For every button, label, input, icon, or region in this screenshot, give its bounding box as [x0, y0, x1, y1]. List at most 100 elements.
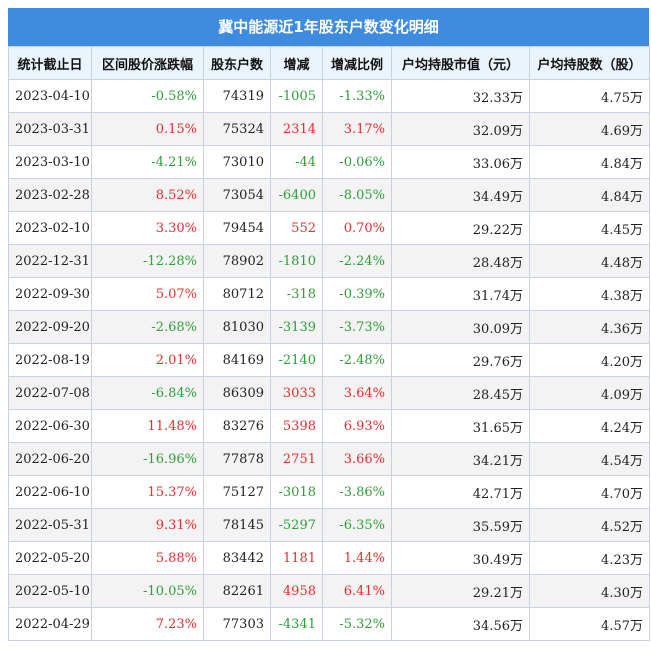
table-body: 2023-04-10 -0.58% 74319 -1005 -1.33% 32.33万 4.…: [8, 79, 650, 641]
cell-avg-value: 29.76万: [391, 343, 530, 377]
cell-price-change: 7.23%: [91, 607, 204, 641]
cell-holders: 77303: [203, 607, 271, 641]
cell-holders: 82261: [203, 574, 271, 608]
cell-holders: 78145: [203, 508, 271, 542]
cell-holders: 77878: [203, 442, 271, 476]
table-row: 2023-02-10 3.30% 79454 552 0.70% 29.22万 4.45万: [8, 211, 650, 245]
cell-price-change: 5.07%: [91, 277, 204, 311]
cell-date: 2022-07-08: [8, 376, 92, 410]
cell-date: 2022-04-29: [8, 607, 92, 641]
table-header-row: 统计截止日 区间股价涨跌幅 股东户数 增减 增减比例 户均持股市值（元） 户均持…: [8, 46, 650, 80]
cell-avg-shares: 4.69万: [529, 112, 650, 146]
cell-price-change: -2.68%: [91, 310, 204, 344]
table-row: 2022-06-10 15.37% 75127 -3018 -3.86% 42.71万 4.…: [8, 475, 650, 509]
cell-price-change: -16.96%: [91, 442, 204, 476]
cell-change-ratio: -1.33%: [322, 79, 392, 113]
cell-date: 2022-05-20: [8, 541, 92, 575]
cell-holders: 86309: [203, 376, 271, 410]
cell-change-ratio: 3.66%: [322, 442, 392, 476]
cell-holders: 81030: [203, 310, 271, 344]
cell-date: 2022-05-31: [8, 508, 92, 542]
cell-avg-value: 32.33万: [391, 79, 530, 113]
cell-holders: 80712: [203, 277, 271, 311]
cell-date: 2023-04-10: [8, 79, 92, 113]
cell-avg-shares: 4.52万: [529, 508, 650, 542]
table-row: 2022-06-20 -16.96% 77878 2751 3.66% 34.21万 4.5…: [8, 442, 650, 476]
cell-avg-value: 29.22万: [391, 211, 530, 245]
cell-holders: 83276: [203, 409, 271, 443]
cell-holders: 75324: [203, 112, 271, 146]
cell-avg-shares: 4.30万: [529, 574, 650, 608]
col-header-price-change: 区间股价涨跌幅: [91, 46, 204, 80]
cell-change: 2751: [270, 442, 323, 476]
cell-change-ratio: -3.86%: [322, 475, 392, 509]
cell-change-ratio: -2.24%: [322, 244, 392, 278]
cell-avg-shares: 4.23万: [529, 541, 650, 575]
holder-change-table: 统计截止日 区间股价涨跌幅 股东户数 增减 增减比例 户均持股市值（元） 户均持…: [8, 46, 650, 641]
cell-holders: 84169: [203, 343, 271, 377]
cell-holders: 83442: [203, 541, 271, 575]
cell-price-change: -4.21%: [91, 145, 204, 179]
cell-avg-value: 29.21万: [391, 574, 530, 608]
col-header-change-ratio: 增减比例: [322, 46, 392, 80]
table-row: 2022-06-30 11.48% 83276 5398 6.93% 31.65万 4.24…: [8, 409, 650, 443]
cell-change: -44: [270, 145, 323, 179]
cell-avg-shares: 4.48万: [529, 244, 650, 278]
cell-date: 2022-05-10: [8, 574, 92, 608]
cell-change-ratio: 6.41%: [322, 574, 392, 608]
col-header-holders: 股东户数: [203, 46, 271, 80]
cell-price-change: -10.05%: [91, 574, 204, 608]
cell-avg-value: 31.65万: [391, 409, 530, 443]
cell-price-change: 9.31%: [91, 508, 204, 542]
table-title: 冀中能源近1年股东户数变化明细: [8, 8, 649, 46]
col-header-date: 统计截止日: [8, 46, 92, 80]
table-row: 2022-08-19 2.01% 84169 -2140 -2.48% 29.76万 4.2…: [8, 343, 650, 377]
cell-avg-shares: 4.54万: [529, 442, 650, 476]
cell-change: -5297: [270, 508, 323, 542]
cell-price-change: -6.84%: [91, 376, 204, 410]
cell-date: 2022-09-30: [8, 277, 92, 311]
cell-change: 5398: [270, 409, 323, 443]
cell-change: -3018: [270, 475, 323, 509]
cell-date: 2023-02-28: [8, 178, 92, 212]
cell-change: 1181: [270, 541, 323, 575]
cell-date: 2022-09-20: [8, 310, 92, 344]
cell-price-change: 8.52%: [91, 178, 204, 212]
table-row: 2023-02-28 8.52% 73054 -6400 -8.05% 34.49万 4.8…: [8, 178, 650, 212]
cell-avg-value: 28.48万: [391, 244, 530, 278]
table-row: 2023-03-10 -4.21% 73010 -44 -0.06% 33.06万 4.84…: [8, 145, 650, 179]
cell-change: -3139: [270, 310, 323, 344]
cell-avg-shares: 4.38万: [529, 277, 650, 311]
cell-date: 2022-06-30: [8, 409, 92, 443]
cell-avg-value: 32.09万: [391, 112, 530, 146]
cell-holders: 73010: [203, 145, 271, 179]
table-row: 2022-05-20 5.88% 83442 1181 1.44% 30.49万 4.23万: [8, 541, 650, 575]
cell-change: 552: [270, 211, 323, 245]
col-header-avg-value: 户均持股市值（元）: [391, 46, 530, 80]
table-row: 2022-04-29 7.23% 77303 -4341 -5.32% 34.56万 4.5…: [8, 607, 650, 641]
cell-avg-value: 31.74万: [391, 277, 530, 311]
cell-avg-shares: 4.24万: [529, 409, 650, 443]
cell-price-change: -12.28%: [91, 244, 204, 278]
cell-avg-value: 34.49万: [391, 178, 530, 212]
cell-change-ratio: 0.70%: [322, 211, 392, 245]
cell-avg-shares: 4.20万: [529, 343, 650, 377]
cell-change-ratio: 1.44%: [322, 541, 392, 575]
cell-holders: 78902: [203, 244, 271, 278]
cell-change: -318: [270, 277, 323, 311]
cell-holders: 75127: [203, 475, 271, 509]
cell-avg-shares: 4.57万: [529, 607, 650, 641]
cell-holders: 73054: [203, 178, 271, 212]
cell-change: -4341: [270, 607, 323, 641]
cell-change: -6400: [270, 178, 323, 212]
cell-change-ratio: 3.64%: [322, 376, 392, 410]
table-row: 2022-07-08 -6.84% 86309 3033 3.64% 28.45万 4.09…: [8, 376, 650, 410]
cell-date: 2022-12-31: [8, 244, 92, 278]
table-row: 2023-03-31 0.15% 75324 2314 3.17% 32.09万 4.69万: [8, 112, 650, 146]
cell-date: 2022-08-19: [8, 343, 92, 377]
cell-change-ratio: -6.35%: [322, 508, 392, 542]
cell-avg-value: 30.09万: [391, 310, 530, 344]
cell-change: 2314: [270, 112, 323, 146]
cell-date: 2023-03-31: [8, 112, 92, 146]
cell-holders: 74319: [203, 79, 271, 113]
